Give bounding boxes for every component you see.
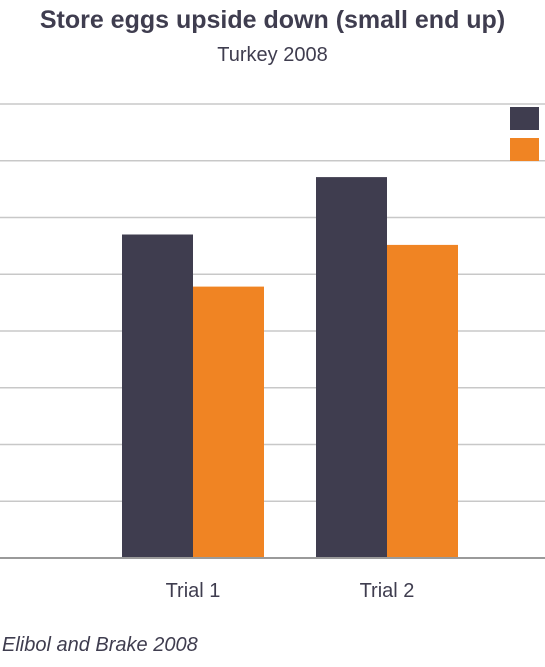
bar-2-trial-1 — [193, 286, 264, 558]
chart-subtitle: Turkey 2008 — [217, 44, 328, 66]
legend — [510, 107, 539, 161]
bars — [122, 177, 458, 558]
legend-swatch-1 — [510, 107, 539, 130]
bar-1-trial-2 — [316, 177, 387, 558]
x-tick-label: Trial 2 — [360, 580, 415, 602]
x-tick-label: Trial 1 — [166, 580, 221, 602]
chart-title: Store eggs upside down (small end up) — [39, 6, 506, 34]
legend-swatch-2 — [510, 138, 539, 161]
x-axis: Trial 1 Trial 2 — [0, 557, 545, 602]
bar-1-trial-1 — [122, 234, 193, 558]
gridlines — [0, 103, 545, 503]
bar-2-trial-2 — [387, 244, 458, 558]
source-note: Elibol and Brake 2008 — [2, 634, 198, 656]
